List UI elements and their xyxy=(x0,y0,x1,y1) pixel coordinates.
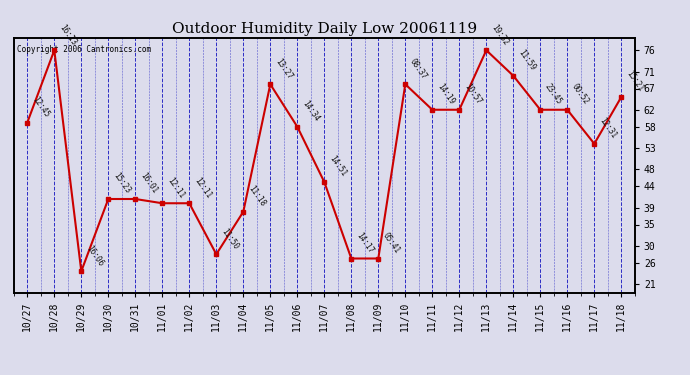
Text: 12:45: 12:45 xyxy=(30,95,50,119)
Text: 08:37: 08:37 xyxy=(408,57,428,81)
Text: 15:23: 15:23 xyxy=(111,171,132,195)
Text: 14:34: 14:34 xyxy=(300,99,321,123)
Text: 00:52: 00:52 xyxy=(570,82,591,106)
Text: 19:32: 19:32 xyxy=(489,22,510,47)
Text: 12:11: 12:11 xyxy=(192,176,213,200)
Text: 14:19: 14:19 xyxy=(435,82,455,106)
Title: Outdoor Humidity Daily Low 20061119: Outdoor Humidity Daily Low 20061119 xyxy=(172,22,477,36)
Text: 16:13: 16:13 xyxy=(57,22,78,47)
Text: 12:11: 12:11 xyxy=(165,176,186,200)
Text: 14:51: 14:51 xyxy=(327,154,348,178)
Text: 14:17: 14:17 xyxy=(354,231,375,255)
Text: 23:45: 23:45 xyxy=(543,82,564,106)
Text: Copyright 2006 Cantronics.com: Copyright 2006 Cantronics.com xyxy=(17,45,151,54)
Text: 13:27: 13:27 xyxy=(273,57,294,81)
Text: 11:59: 11:59 xyxy=(516,48,537,72)
Text: 10:57: 10:57 xyxy=(462,82,483,106)
Text: 15:21: 15:21 xyxy=(624,69,644,93)
Text: 16:01: 16:01 xyxy=(138,171,159,195)
Text: 16:06: 16:06 xyxy=(84,244,105,268)
Text: 05:41: 05:41 xyxy=(381,231,402,255)
Text: 11:50: 11:50 xyxy=(219,226,239,251)
Text: 12:31: 12:31 xyxy=(597,116,618,140)
Text: 11:18: 11:18 xyxy=(246,184,267,208)
